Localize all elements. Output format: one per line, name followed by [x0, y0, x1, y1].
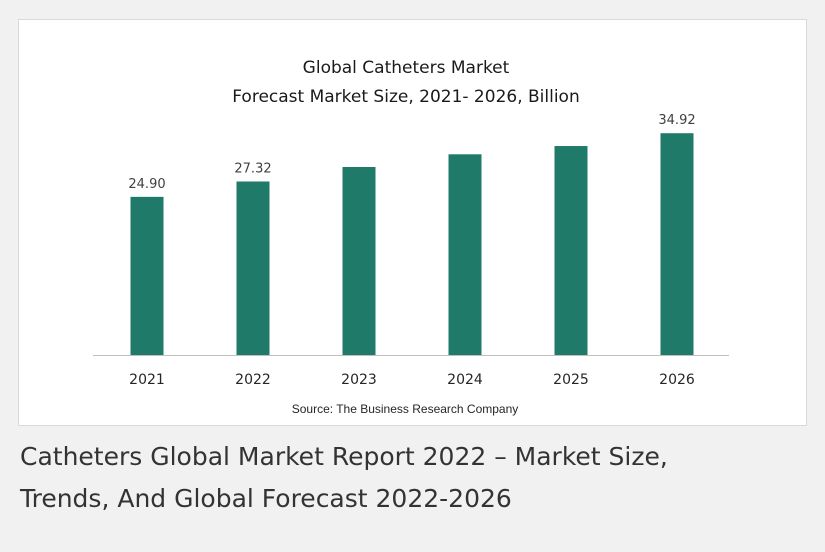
report-caption: Catheters Global Market Report 2022 – Ma…	[20, 436, 805, 520]
chart-frame: Global Catheters Market Forecast Market …	[18, 19, 807, 426]
data-label-2026: 34.92	[658, 113, 695, 128]
bar-2024	[448, 154, 482, 355]
bar-2021	[130, 196, 164, 355]
caption-line-1: Catheters Global Market Report 2022 – Ma…	[20, 442, 668, 471]
data-label-2022: 27.32	[234, 161, 271, 176]
bar-2026	[660, 133, 694, 355]
chart-title: Global Catheters Market	[303, 58, 510, 78]
caption-line-2: Trends, And Global Forecast 2022-2026	[20, 484, 512, 513]
x-axis-ticks: 2021 2022 2023 2024 2025 2026	[129, 372, 695, 388]
bar-2023	[342, 167, 376, 355]
chart-subtitle: Forecast Market Size, 2021- 2026, Billio…	[232, 87, 580, 107]
bar-series: 24.90 27.32 34.92	[128, 113, 696, 355]
tick-label-2025: 2025	[553, 372, 589, 388]
bar-2025	[554, 146, 588, 355]
bar-chart: Global Catheters Market Forecast Market …	[93, 58, 729, 416]
source-note: Source: The Business Research Company	[292, 402, 519, 416]
tick-label-2022: 2022	[235, 372, 271, 388]
bar-2022	[236, 181, 270, 355]
tick-label-2026: 2026	[659, 372, 695, 388]
data-label-2021: 24.90	[128, 177, 165, 192]
tick-label-2021: 2021	[129, 372, 165, 388]
tick-label-2024: 2024	[447, 372, 483, 388]
tick-label-2023: 2023	[341, 372, 377, 388]
